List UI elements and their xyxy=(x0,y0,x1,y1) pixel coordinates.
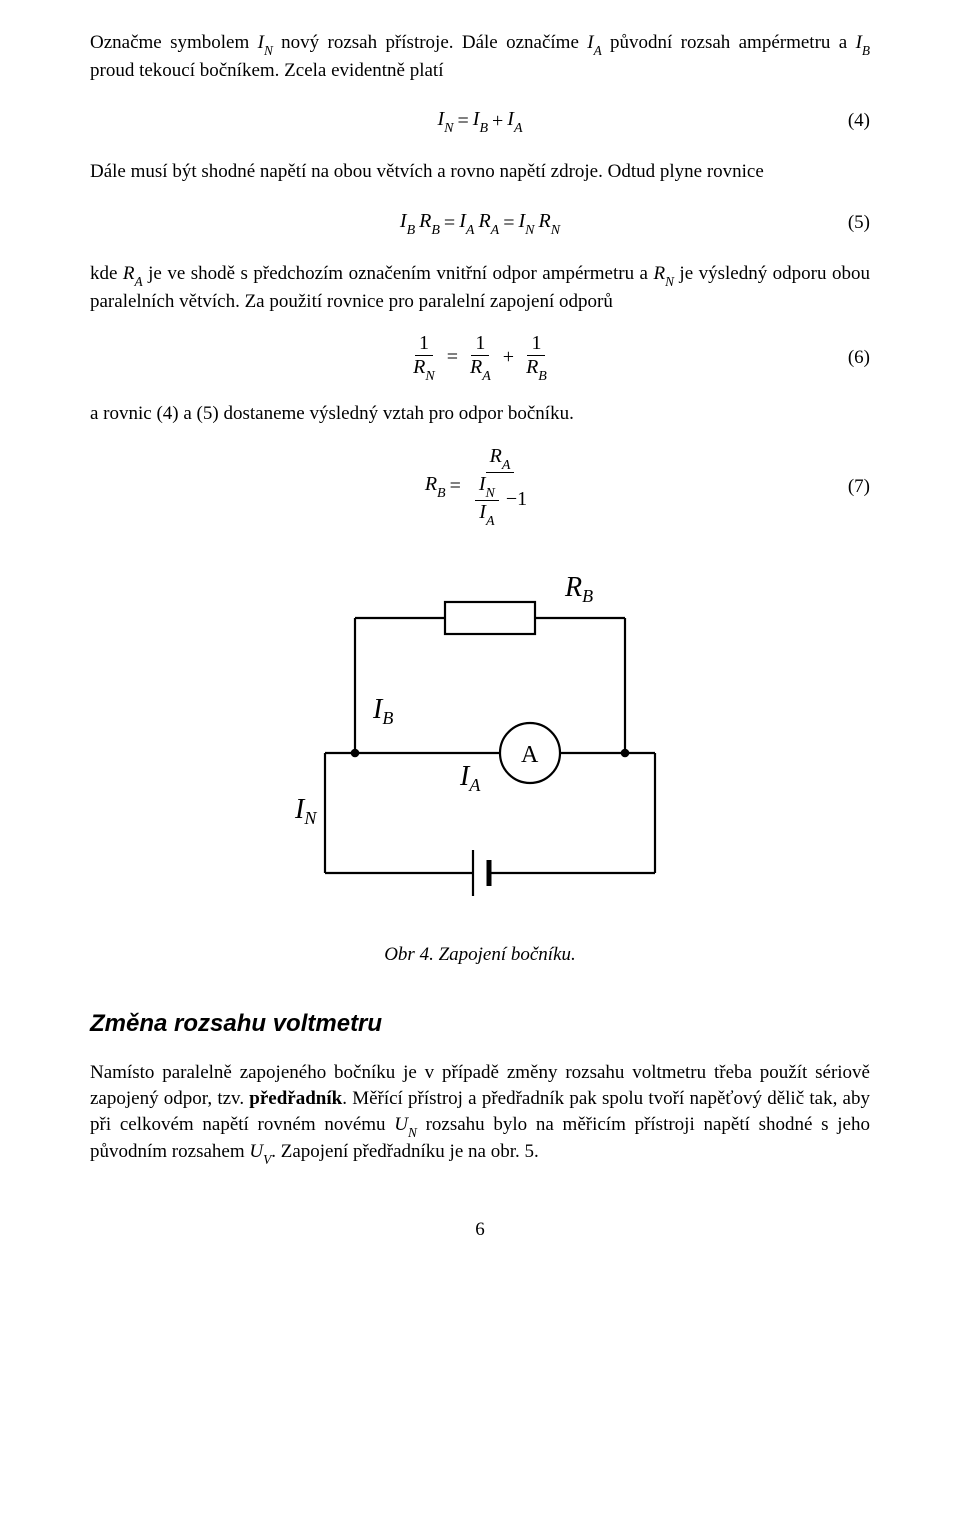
label-ammeter: A xyxy=(521,742,539,768)
figure-4-caption: Obr 4. Zapojení bočníku. xyxy=(90,942,870,968)
figure-4: RB IB IA IN A xyxy=(90,558,870,928)
equation-7: RB = RA IN IA −1 (7) xyxy=(90,445,870,528)
paragraph-5: Namísto paralelně zapojeného bočníku je … xyxy=(90,1060,870,1167)
equation-6: 1 RN = 1 RA + 1 RB (6) xyxy=(90,332,870,383)
label-ia: IA xyxy=(459,761,481,795)
label-ib: IB xyxy=(372,694,393,728)
label-in: IN xyxy=(294,794,317,828)
equation-7-number: (7) xyxy=(848,474,870,500)
paragraph-4: a rovnic (4) a (5) dostaneme výsledný vz… xyxy=(90,401,870,427)
circuit-diagram-svg: RB IB IA IN A xyxy=(265,558,695,928)
equation-5: IB RB = IA RA = IN RN (5) xyxy=(90,203,870,243)
paragraph-1: Označme symbolem IN nový rozsah přístroj… xyxy=(90,30,870,83)
page-number: 6 xyxy=(90,1217,870,1243)
equation-6-number: (6) xyxy=(848,345,870,371)
equation-5-number: (5) xyxy=(848,210,870,236)
equation-4: IN = IB + IA (4) xyxy=(90,101,870,141)
paragraph-3: kde RA je ve shodě s předchozím označení… xyxy=(90,261,870,314)
label-rb: RB xyxy=(564,572,593,606)
section-heading: Změna rozsahu voltmetru xyxy=(90,1008,870,1040)
paragraph-2: Dále musí být shodné napětí na obou větv… xyxy=(90,159,870,185)
equation-4-number: (4) xyxy=(848,109,870,135)
